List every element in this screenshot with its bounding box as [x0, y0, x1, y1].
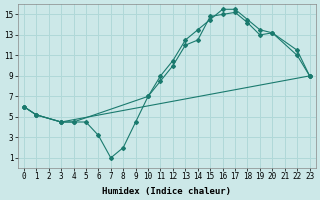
X-axis label: Humidex (Indice chaleur): Humidex (Indice chaleur) [102, 187, 231, 196]
